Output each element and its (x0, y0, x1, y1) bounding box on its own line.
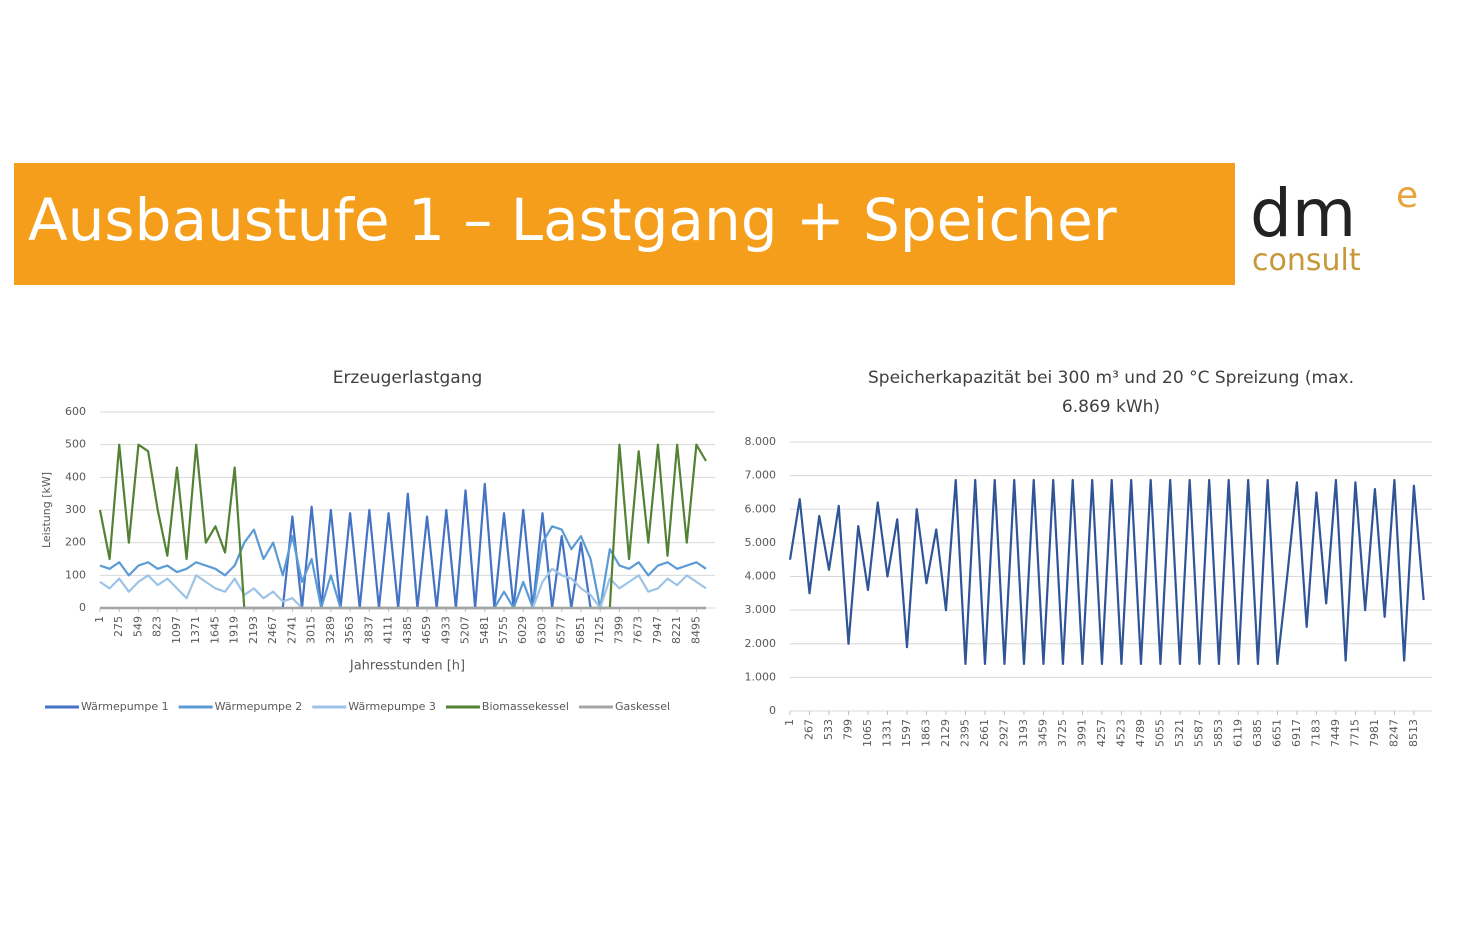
legend-label: Gaskessel (615, 700, 670, 713)
x-tick-label: 5481 (478, 616, 491, 644)
x-tick-label: 1863 (919, 719, 932, 747)
x-tick-label: 1597 (900, 719, 913, 747)
x-tick-label: 5207 (459, 616, 472, 644)
x-tick-label: 3837 (362, 616, 375, 644)
x-tick-label: 267 (802, 719, 815, 740)
x-tick-label: 4111 (382, 616, 395, 644)
x-tick-label: 1331 (880, 719, 893, 747)
legend-label: Wärmepumpe 1 (81, 700, 169, 713)
chart-title: Erzeugerlastgang (333, 368, 483, 388)
y-tick-label: 4.000 (745, 570, 777, 583)
x-tick-label: 2661 (978, 719, 991, 747)
y-tick-label: 7.000 (745, 469, 777, 482)
x-tick-label: 4257 (1095, 719, 1108, 747)
x-tick-label: 5321 (1173, 719, 1186, 747)
x-tick-label: 7449 (1329, 719, 1342, 747)
x-tick-label: 7673 (632, 616, 645, 644)
x-tick-label: 6385 (1251, 719, 1264, 747)
x-tick-label: 4385 (401, 616, 414, 644)
logo-dm: dm (1250, 175, 1356, 252)
series-line (788, 478, 1425, 666)
x-tick-label: 7715 (1348, 719, 1361, 747)
slide-title: Ausbaustufe 1 – Lastgang + Speicher (28, 186, 1117, 254)
x-tick-label: 2193 (247, 616, 260, 644)
x-tick-label: 7981 (1368, 719, 1381, 747)
y-axis-label: Leistung [kW] (40, 472, 53, 548)
title-banner (14, 163, 1235, 285)
x-tick-label: 6029 (516, 616, 529, 644)
logo-e: e (1396, 175, 1418, 216)
x-tick-label: 3015 (305, 616, 318, 644)
x-tick-label: 3563 (343, 616, 356, 644)
x-axis-label: Jahresstunden [h] (349, 659, 465, 674)
x-tick-label: 5587 (1192, 719, 1205, 747)
y-tick-label: 2.000 (745, 637, 777, 650)
x-tick-label: 3991 (1075, 719, 1088, 747)
x-tick-label: 3289 (324, 616, 337, 644)
y-tick-label: 200 (65, 536, 86, 549)
x-tick-label: 823 (151, 616, 164, 637)
y-tick-label: 3.000 (745, 603, 777, 616)
chart-title: Speicherkapazität bei 300 m³ und 20 °C S… (868, 368, 1354, 388)
x-tick-label: 799 (841, 719, 854, 740)
x-tick-label: 8221 (670, 616, 683, 644)
x-tick-label: 1097 (170, 616, 183, 644)
x-tick-label: 1919 (228, 616, 241, 644)
legend-label: Wärmepumpe 3 (348, 700, 436, 713)
x-tick-label: 6119 (1231, 719, 1244, 747)
y-tick-label: 600 (65, 405, 86, 418)
x-tick-label: 2467 (266, 616, 279, 644)
x-tick-label: 1065 (861, 719, 874, 747)
x-tick-label: 4933 (439, 616, 452, 644)
x-tick-label: 3725 (1056, 719, 1069, 747)
x-tick-label: 4789 (1134, 719, 1147, 747)
y-tick-label: 100 (65, 568, 86, 581)
x-tick-label: 3193 (1017, 719, 1030, 747)
x-tick-label: 6651 (1270, 719, 1283, 747)
y-tick-label: 0 (769, 704, 776, 717)
x-tick-label: 5055 (1153, 719, 1166, 747)
x-tick-label: 7399 (612, 616, 625, 644)
x-tick-label: 4523 (1114, 719, 1127, 747)
x-tick-label: 2741 (285, 616, 298, 644)
x-tick-label: 7125 (593, 616, 606, 644)
x-tick-label: 7183 (1309, 719, 1322, 747)
x-tick-label: 4659 (420, 616, 433, 644)
x-tick-label: 533 (822, 719, 835, 740)
x-tick-label: 8495 (689, 616, 702, 644)
x-tick-label: 8247 (1387, 719, 1400, 747)
x-tick-label: 275 (112, 616, 125, 637)
y-tick-label: 8.000 (745, 435, 777, 448)
x-tick-label: 1371 (189, 616, 202, 644)
x-tick-label: 2395 (958, 719, 971, 747)
x-tick-label: 6303 (535, 616, 548, 644)
y-tick-label: 0 (79, 601, 86, 614)
legend-label: Wärmepumpe 2 (215, 700, 303, 713)
y-tick-label: 1.000 (745, 670, 777, 683)
y-tick-label: 500 (65, 438, 86, 451)
x-tick-label: 5853 (1212, 719, 1225, 747)
x-tick-label: 5755 (497, 616, 510, 644)
logo-consult: consult (1252, 243, 1361, 278)
x-tick-label: 6851 (574, 616, 587, 644)
x-tick-label: 2129 (939, 719, 952, 747)
x-tick-label: 3459 (1036, 719, 1049, 747)
x-tick-label: 7947 (651, 616, 664, 644)
y-tick-label: 6.000 (745, 502, 777, 515)
series-line (99, 567, 707, 610)
x-tick-label: 549 (131, 616, 144, 637)
legend-label: Biomassekessel (482, 700, 569, 713)
x-tick-label: 1 (93, 616, 106, 623)
y-tick-label: 5.000 (745, 536, 777, 549)
x-tick-label: 6917 (1290, 719, 1303, 747)
x-tick-label: 1 (783, 719, 796, 726)
x-tick-label: 1645 (208, 616, 221, 644)
chart-title: 6.869 kWh) (1062, 397, 1160, 417)
y-tick-label: 400 (65, 470, 86, 483)
x-tick-label: 6577 (555, 616, 568, 644)
x-tick-label: 2927 (997, 719, 1010, 747)
y-tick-label: 300 (65, 503, 86, 516)
x-tick-label: 8513 (1407, 719, 1420, 747)
